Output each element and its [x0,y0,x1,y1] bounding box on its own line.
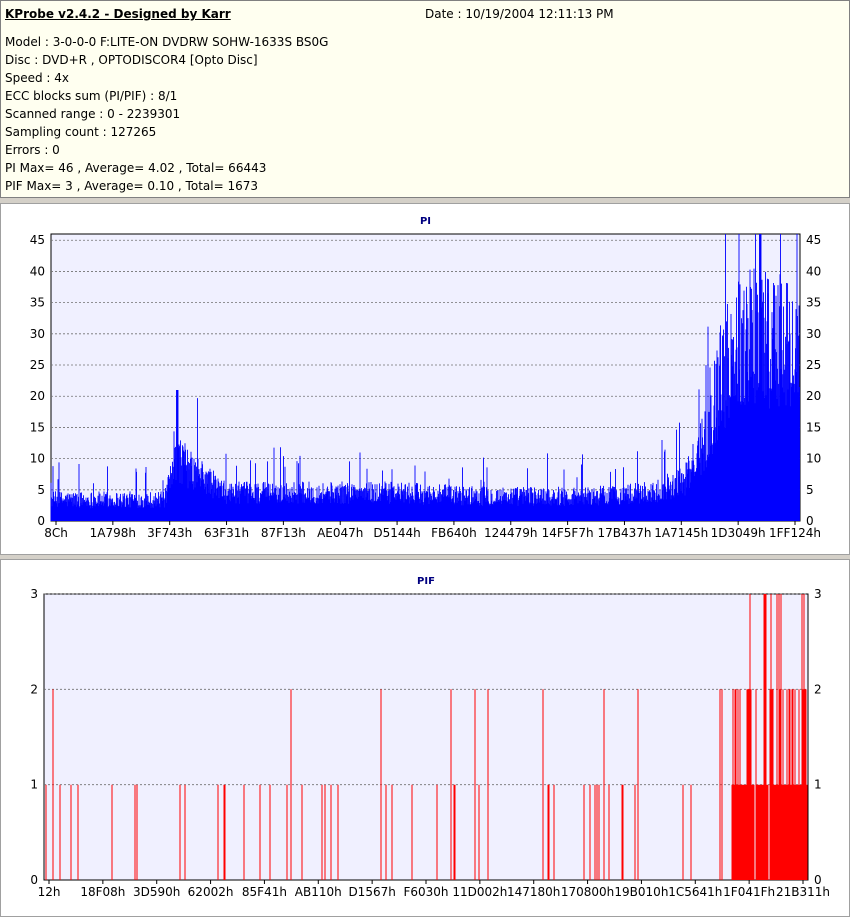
y-tick-label-left: 2 [30,682,38,696]
chart-title: PIF [417,576,435,587]
y-tick-label-left: 10 [30,452,45,466]
y-tick-label-right: 1 [814,778,822,792]
y-tick-label-left: 1 [30,778,38,792]
y-tick-label-left: 35 [30,296,45,310]
x-tick-label: 1C5641h [668,885,722,899]
data-bars [45,594,808,880]
y-tick-label-right: 40 [806,264,821,278]
x-tick-label: 3F743h [147,526,192,540]
x-tick-label: FB640h [431,526,477,540]
x-tick-label: F6030h [403,885,448,899]
x-tick-label: 19B010h [614,885,668,899]
y-tick-label-right: 3 [814,587,822,601]
x-tick-label: D1567h [348,885,395,899]
y-tick-label-left: 5 [37,483,45,497]
plot-area [43,593,809,881]
info-ecc: ECC blocks sum (PI/PIF) : 8/1 [5,89,178,103]
y-tick-label-right: 15 [806,420,821,434]
x-tick-label: 87F13h [261,526,306,540]
scan-date: Date : 10/19/2004 12:11:13 PM [425,7,614,21]
y-tick-label-left: 0 [30,873,38,887]
x-tick-label: D5144h [373,526,420,540]
y-tick-label-right: 10 [806,452,821,466]
y-tick-label-right: 0 [806,514,814,528]
y-tick-label-right: 20 [806,389,821,403]
x-tick-label: 124479h [484,526,537,540]
x-tick-label: 85F41h [242,885,287,899]
x-tick-label: 62002h [188,885,234,899]
pi-chart: PI 0 0 5 5 10 10 15 15 20 20 25 25 30 30 35 35 40 40 45 45 8C… [30,216,822,540]
x-tick-label: 170800h [561,885,614,899]
x-tick-label: AB110h [295,885,342,899]
info-disc: Disc : DVD+R , OPTODISCOR4 [Opto Disc] [5,53,258,67]
pi-chart-panel: PI 0 0 5 5 10 10 15 15 20 20 25 25 30 30 35 35 40 40 45 45 8C… [0,203,850,555]
y-tick-label-left: 15 [30,420,45,434]
y-tick-label-left: 40 [30,264,45,278]
y-tick-label-right: 45 [806,233,821,247]
chart-title: PI [420,216,431,227]
x-tick-label: 1D3049h [711,526,766,540]
x-tick-label: 1FF124h [769,526,821,540]
info-model: Model : 3-0-0-0 F:LITE-ON DVDRW SOHW-163… [5,35,329,49]
y-tick-label-left: 0 [37,514,45,528]
x-tick-label: 147180h [507,885,560,899]
x-tick-label: 17B437h [597,526,651,540]
x-tick-label: 8Ch [44,526,68,540]
info-pif-stats: PIF Max= 3 , Average= 0.10 , Total= 1673 [5,179,258,193]
y-tick-label-left: 30 [30,327,45,341]
y-tick-label-right: 5 [806,483,814,497]
y-tick-label-left: 20 [30,389,45,403]
y-tick-label-right: 30 [806,327,821,341]
app-title: KProbe v2.4.2 - Designed by Karr [5,7,231,21]
info-errors: Errors : 0 [5,143,60,157]
y-tick-label-left: 25 [30,358,45,372]
y-tick-label-left: 3 [30,587,38,601]
x-tick-label: 14F5F7h [542,526,594,540]
x-tick-label: 1F041Fh [723,885,775,899]
y-tick-label-right: 35 [806,296,821,310]
data-bars [50,234,800,521]
info-pi-stats: PI Max= 46 , Average= 4.02 , Total= 6644… [5,161,267,175]
info-panel: KProbe v2.4.2 - Designed by Karr Date : … [0,0,850,198]
y-tick-label-right: 25 [806,358,821,372]
info-sampling: Sampling count : 127265 [5,125,157,139]
pif-series [45,594,808,880]
info-range: Scanned range : 0 - 2239301 [5,107,181,121]
x-tick-label: 21B311h [776,885,830,899]
pi-series [50,234,800,521]
x-tick-label: 1A798h [90,526,136,540]
x-tick-label: 11D002h [452,885,507,899]
x-tick-label: 18F08h [80,885,125,899]
info-speed: Speed : 4x [5,71,70,85]
x-tick-label: 3D590h [133,885,180,899]
x-tick-label: 12h [38,885,61,899]
x-tick-label: AE047h [317,526,363,540]
pif-chart-panel: PIF 0 0 1 1 2 2 3 3 12h 18F08h 3D590h 62002h 85F41h AB… [0,559,850,917]
pif-chart: PIF 0 0 1 1 2 2 3 3 12h 18F08h 3D590h 62002h 85F41h AB… [30,576,830,899]
x-tick-label: 63F31h [204,526,249,540]
y-tick-label-left: 45 [30,233,45,247]
y-tick-label-right: 2 [814,682,822,696]
y-tick-label-right: 0 [814,873,822,887]
x-tick-label: 1A7145h [654,526,708,540]
